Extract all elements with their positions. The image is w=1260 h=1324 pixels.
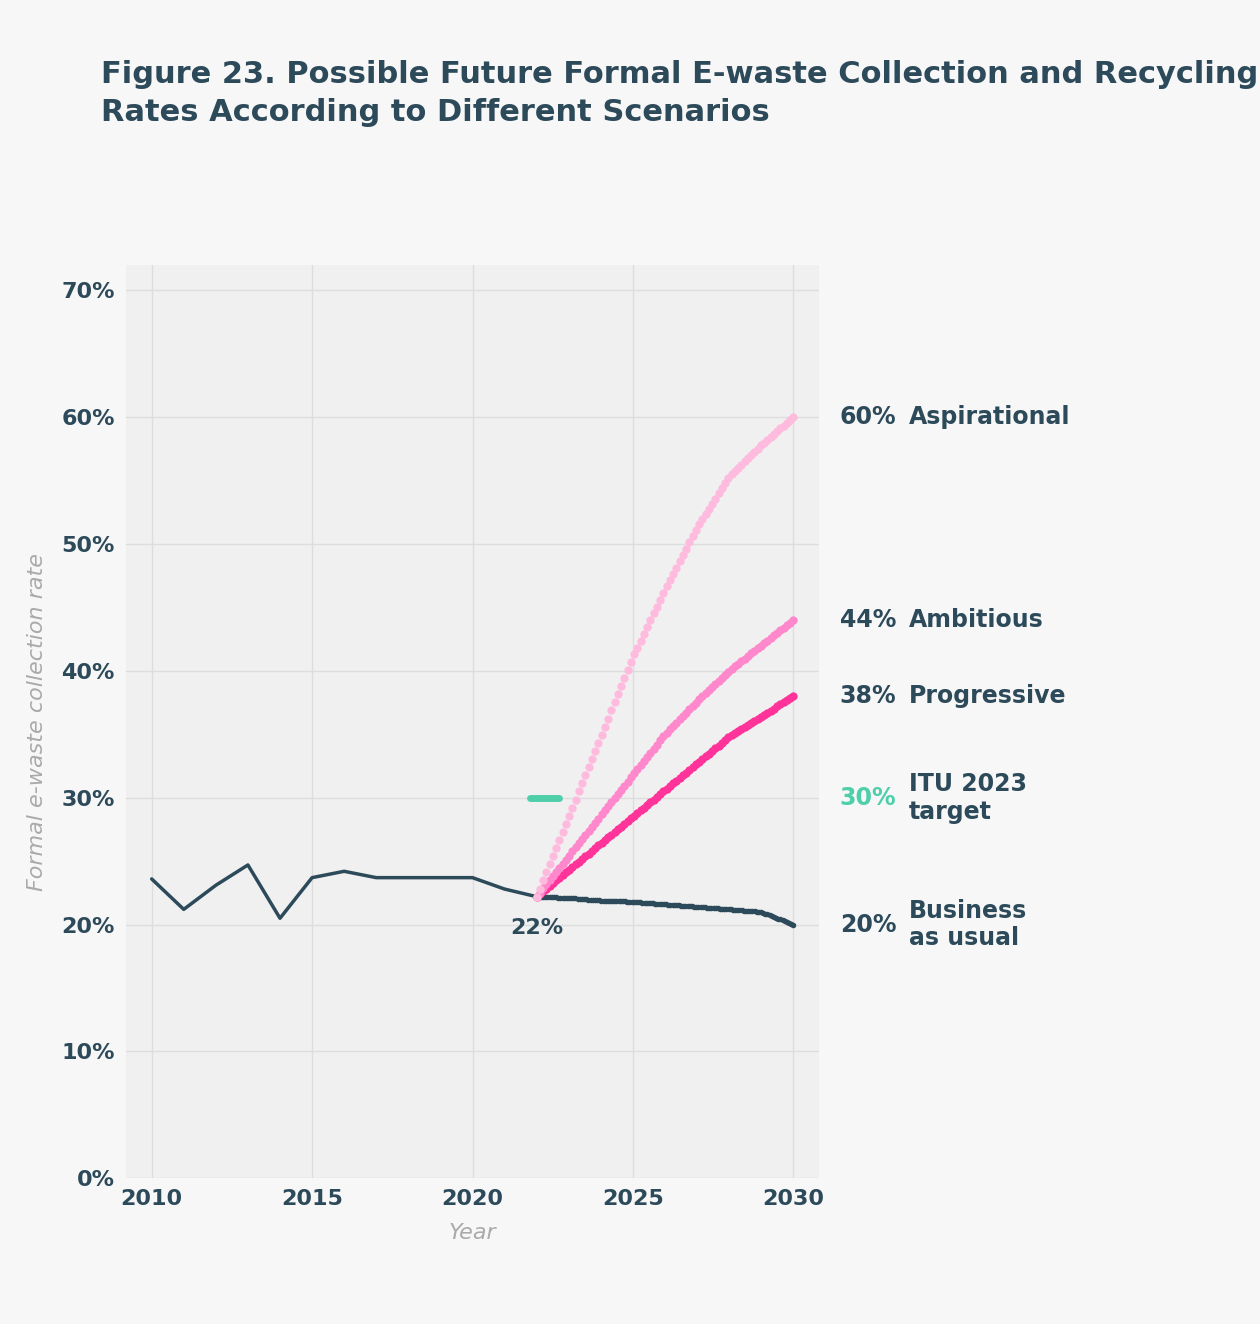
Text: 20%: 20% (839, 912, 896, 936)
Text: 44%: 44% (839, 608, 896, 632)
Text: ITU 2023
target: ITU 2023 target (908, 772, 1027, 824)
X-axis label: Year: Year (449, 1223, 496, 1243)
Text: 38%: 38% (839, 685, 896, 708)
Text: Aspirational: Aspirational (908, 405, 1071, 429)
Y-axis label: Formal e-waste collection rate: Formal e-waste collection rate (28, 552, 48, 891)
Text: Business
as usual: Business as usual (908, 899, 1027, 951)
Text: 60%: 60% (839, 405, 896, 429)
Text: 30%: 30% (839, 785, 896, 810)
Text: Figure 23. Possible Future Formal E-waste Collection and Recycling
Rates Accordi: Figure 23. Possible Future Formal E-wast… (101, 60, 1257, 127)
Text: Progressive: Progressive (908, 685, 1066, 708)
Text: 22%: 22% (510, 919, 563, 939)
Text: Ambitious: Ambitious (908, 608, 1043, 632)
